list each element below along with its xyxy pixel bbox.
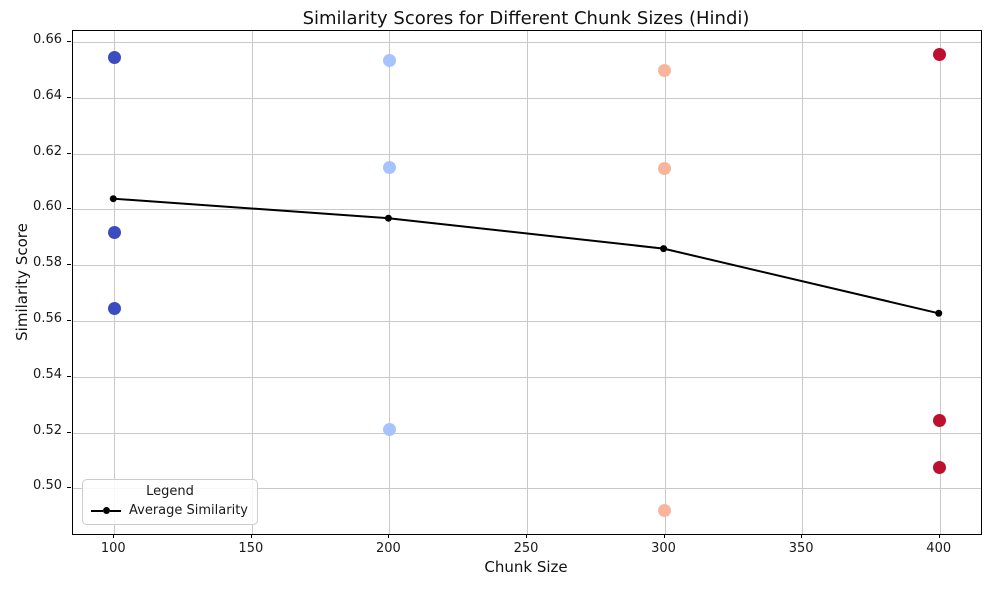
x-tick-mark (526, 534, 527, 538)
gridline-x-100 (114, 31, 116, 534)
y-tick-mark (67, 208, 71, 210)
plot-area (72, 30, 982, 535)
y-tick-mark (67, 319, 71, 321)
scatter-point-chunk-400-scores (933, 414, 947, 428)
gridline-x-400 (939, 31, 941, 534)
x-tick-mark (388, 534, 390, 538)
scatter-point-chunk-100-scores (107, 226, 121, 240)
x-axis-label: Chunk Size (484, 558, 568, 576)
y-tick-mark (67, 431, 71, 433)
y-tick-label: 0.60 (33, 199, 62, 215)
line-marker (660, 245, 668, 253)
y-tick-label: 0.56 (33, 310, 62, 326)
average-similarity-line (109, 195, 943, 317)
gridline-y-0.50 (73, 488, 981, 490)
scatter-point-chunk-300-scores (658, 63, 672, 77)
y-tick-label: 0.54 (33, 366, 62, 382)
gridline-y-0.52 (73, 432, 981, 434)
x-tick-label: 300 (651, 541, 676, 556)
legend-title: Legend (146, 484, 194, 499)
x-tick-mark (113, 534, 115, 538)
y-tick-mark (67, 96, 71, 98)
scatter-point-chunk-400-scores (933, 47, 947, 61)
gridline-x-150 (251, 31, 253, 534)
y-tick-mark (67, 41, 71, 43)
line-marker (384, 214, 392, 222)
gridline-y-0.66 (73, 42, 981, 44)
gridline-y-0.54 (73, 376, 981, 378)
x-tick-label: 400 (926, 541, 952, 556)
line-marker (109, 195, 117, 203)
gridline-y-0.58 (73, 265, 981, 267)
legend: Legend Average Similarity (82, 479, 258, 525)
y-tick-mark (67, 375, 71, 377)
scatter-point-chunk-200-scores (382, 161, 396, 175)
scatter-point-chunk-300-scores (658, 503, 672, 517)
scatter-point-chunk-200-scores (382, 54, 396, 68)
legend-entry-label: Average Similarity (129, 503, 248, 518)
y-tick-label: 0.66 (33, 32, 62, 48)
scatter-point-chunk-100-scores (107, 302, 121, 316)
gridline-x-350 (802, 31, 804, 534)
y-tick-mark (67, 152, 71, 154)
gridline-x-300 (664, 31, 666, 534)
y-tick-label: 0.58 (33, 255, 62, 271)
y-tick-mark (67, 264, 71, 266)
legend-entry: Average Similarity (91, 503, 249, 518)
line-path (113, 197, 939, 315)
x-tick-mark (250, 534, 252, 538)
average-line-marker-icon (91, 507, 121, 514)
x-tick-label: 100 (100, 541, 126, 556)
line-marker (935, 309, 943, 317)
x-tick-label: 150 (238, 541, 264, 556)
x-tick-mark (938, 534, 940, 538)
x-tick-label: 350 (788, 541, 814, 556)
chart-title: Similarity Scores for Different Chunk Si… (302, 8, 750, 29)
scatter-point-chunk-400-scores (933, 461, 947, 475)
gridline-y-0.64 (73, 97, 981, 99)
x-tick-mark (663, 534, 665, 538)
gridline-x-250 (527, 31, 528, 534)
y-tick-mark (67, 487, 71, 489)
gridline-y-0.60 (73, 209, 981, 211)
y-tick-label: 0.50 (33, 478, 62, 494)
x-tick-label: 250 (513, 541, 539, 556)
gridline-y-0.62 (73, 153, 981, 155)
scatter-point-chunk-300-scores (658, 162, 672, 176)
y-tick-label: 0.62 (33, 143, 62, 159)
y-tick-label: 0.52 (33, 422, 62, 438)
scatter-point-chunk-200-scores (382, 422, 396, 436)
x-tick-mark (801, 534, 803, 538)
y-tick-label: 0.64 (33, 87, 62, 103)
gridline-y-0.56 (73, 320, 981, 322)
x-tick-label: 200 (376, 541, 401, 556)
scatter-point-chunk-100-scores (107, 50, 121, 64)
gridline-x-200 (389, 31, 391, 534)
